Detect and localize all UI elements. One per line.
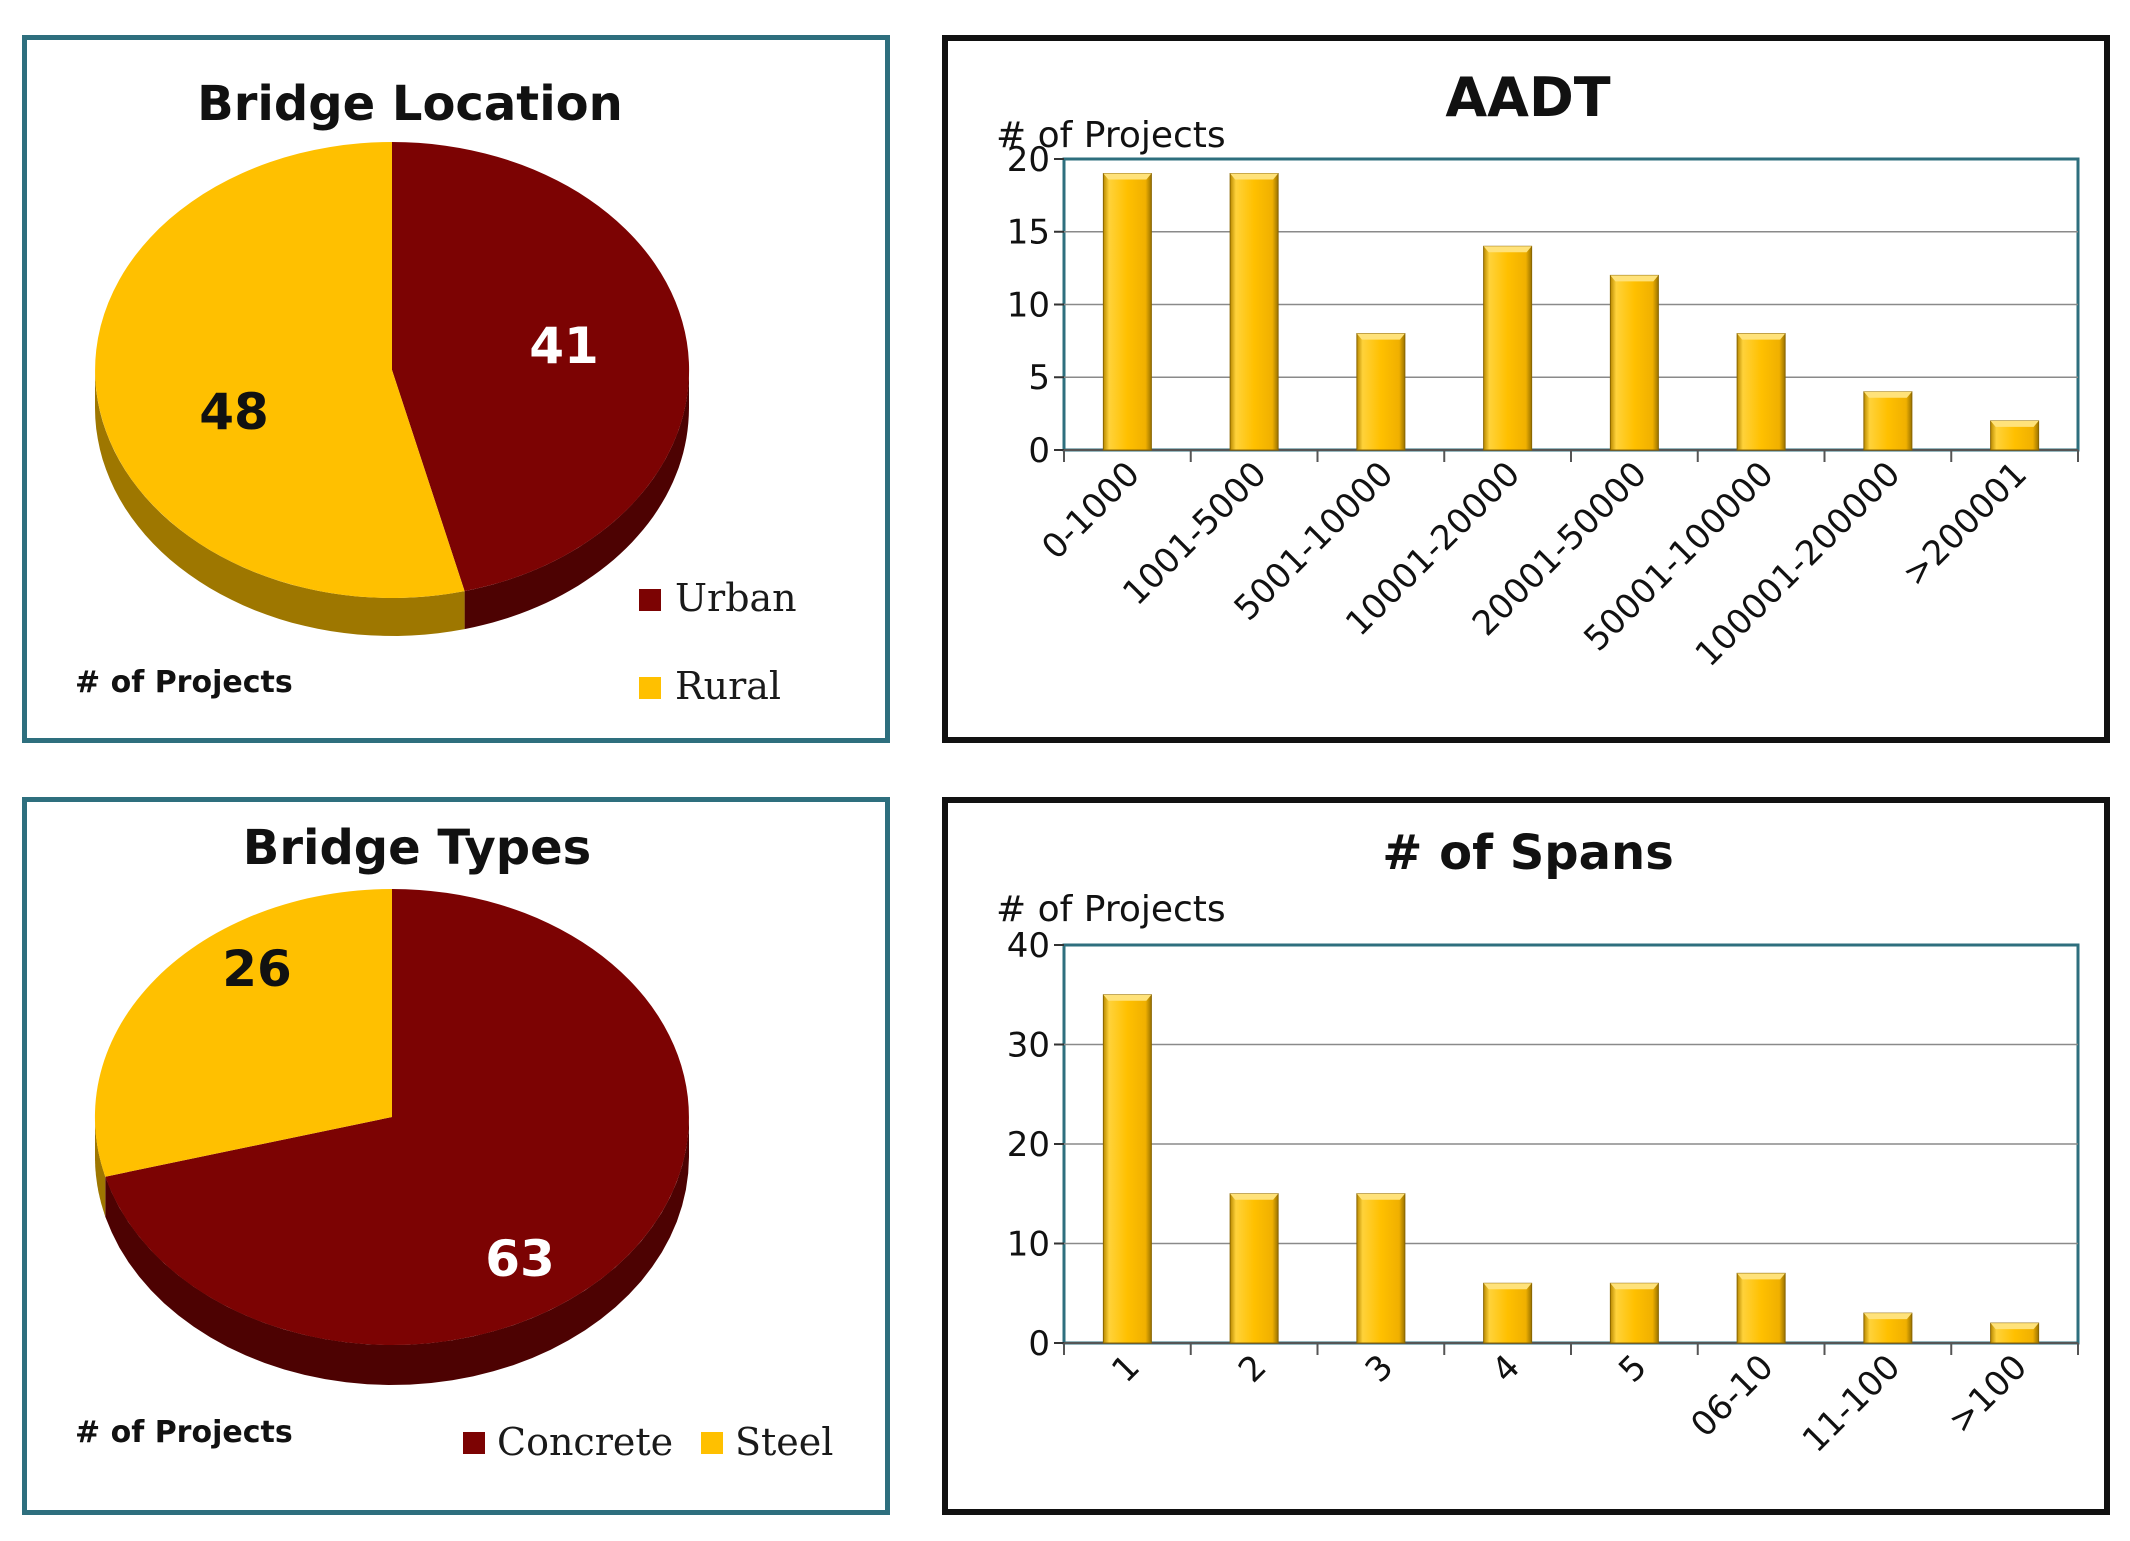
y-tick-label: 15 (1007, 213, 1050, 253)
y-tick-label: 5 (1028, 358, 1050, 398)
x-tick-label: 11-100 (1795, 1347, 1908, 1460)
bar (1483, 1282, 1533, 1344)
legend-swatch-concrete (463, 1432, 485, 1454)
pie-slice-steel (94, 889, 392, 1177)
bar (1356, 333, 1406, 451)
x-tick-label: 3 (1358, 1347, 1402, 1391)
bar (1229, 173, 1279, 451)
bar (1356, 1193, 1406, 1344)
y-tick-label: 0 (1028, 431, 1050, 471)
y-tick-label: 20 (1007, 1125, 1050, 1165)
spans-panel: # of Spans # of Projects 0 10 20 30 40 1 2 3 4 5 0… (942, 797, 2110, 1515)
bar (1736, 1272, 1786, 1344)
x-tick-label: 1 (1104, 1347, 1148, 1391)
pie-value-label-rural: 48 (199, 383, 269, 441)
x-tick-label: >200001 (1895, 454, 2035, 594)
bar-chart: 0 10 20 30 40 1 2 3 4 5 06-10 11-100 >100 (1007, 926, 2080, 1461)
bar (1102, 994, 1152, 1344)
chart-title: # of Spans (1382, 825, 1674, 881)
y-tick-label: 0 (1028, 1324, 1050, 1364)
bar (1483, 245, 1533, 451)
chart-title: Bridge Location (197, 76, 623, 132)
bar (1736, 333, 1786, 451)
bar (1990, 420, 2040, 451)
x-tick-label: 0-1000 (1034, 454, 1147, 567)
y-tick-label: 10 (1007, 1224, 1050, 1264)
bridge-location-panel: Bridge Location 41 48 # of Projects Urban… (22, 35, 890, 743)
legend: Urban Rural (639, 576, 797, 708)
legend-swatch-steel (701, 1432, 723, 1454)
axis-label: # of Projects (75, 665, 293, 700)
legend-label-urban: Urban (675, 576, 797, 620)
pie-slice-rural (95, 142, 465, 598)
bar (1609, 1282, 1659, 1344)
bar (1863, 1312, 1913, 1344)
pie-value-label-concrete: 63 (485, 1230, 555, 1288)
pie-slice-urban (392, 142, 690, 592)
pie-slice-concrete (105, 889, 689, 1345)
bridge-types-panel: Bridge Types 63 26 # of Projects Concrete… (22, 797, 890, 1515)
y-tick-label: 40 (1007, 926, 1050, 966)
chart-title: AADT (1445, 66, 1610, 129)
legend-label-steel: Steel (735, 1420, 833, 1464)
axis-label: # of Projects (75, 1415, 293, 1450)
bar (1102, 173, 1152, 451)
x-tick-label: 4 (1484, 1347, 1528, 1391)
pie-value-label-steel: 26 (222, 940, 292, 998)
bar-chart: 051015200-10001001-50005001-1000010001-2… (1007, 140, 2080, 675)
bar (1229, 1193, 1279, 1344)
legend-label-concrete: Concrete (497, 1420, 673, 1464)
pie-side-concrete (105, 1117, 690, 1385)
legend-label-rural: Rural (675, 664, 781, 708)
bar (1990, 1322, 2040, 1344)
chart-title: Bridge Types (243, 820, 592, 876)
legend: Concrete Steel (463, 1420, 833, 1464)
legend-swatch-urban (639, 589, 661, 611)
pie-side-steel (95, 1117, 106, 1217)
pie-chart: 41 48 (95, 142, 690, 636)
y-axis-label: # of Projects (996, 115, 1226, 156)
y-axis-label: # of Projects (996, 889, 1226, 930)
x-tick-label: 06-10 (1683, 1347, 1781, 1445)
y-tick-label: 20 (1007, 140, 1050, 180)
y-tick-label: 30 (1007, 1025, 1050, 1065)
x-tick-label: 5 (1611, 1347, 1655, 1391)
pie-side-rural (95, 370, 465, 636)
bar (1863, 391, 1913, 451)
x-tick-label: 2 (1231, 1347, 1275, 1391)
pie-side-urban (464, 370, 689, 630)
bar (1609, 274, 1659, 451)
pie-chart: 63 26 (94, 889, 690, 1385)
aadt-panel: AADT # of Projects 0 5 10 15 20 0-1000 1001-50… (942, 35, 2110, 743)
legend-swatch-rural (639, 677, 661, 699)
y-tick-label: 10 (1007, 285, 1050, 325)
x-tick-label: >100 (1941, 1347, 2035, 1441)
pie-value-label-urban: 41 (529, 317, 599, 375)
